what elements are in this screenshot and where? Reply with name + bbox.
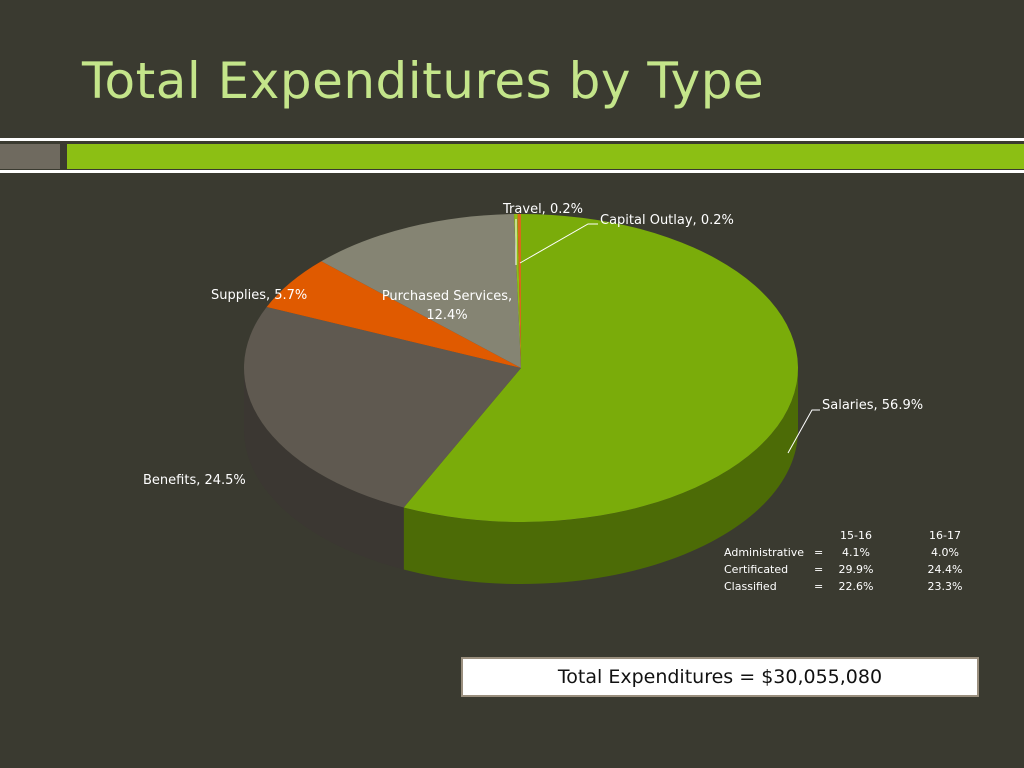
leader-line-salaries bbox=[787, 409, 820, 454]
table-row: Certificated = 29.9% 24.4% bbox=[724, 561, 970, 578]
row-name: Administrative bbox=[724, 546, 805, 559]
pie-labels: Travel, 0.2% Capital Outlay, 0.2% Suppli… bbox=[143, 202, 923, 488]
slice-label-purchased-services: Purchased Services, bbox=[382, 289, 512, 304]
total-expenditures-box: Total Expenditures = $30,055,080 bbox=[461, 657, 979, 697]
row-equals: = bbox=[814, 563, 824, 576]
pie-tops bbox=[243, 214, 799, 523]
pie-side-benefits bbox=[244, 368, 404, 570]
leader-line-capital-outlay bbox=[519, 223, 598, 264]
row-value-15-16: 22.6% bbox=[838, 580, 874, 593]
row-equals: = bbox=[814, 546, 824, 559]
pie-slice-benefits bbox=[243, 307, 521, 508]
table-row: Administrative = 4.1% 4.0% bbox=[724, 544, 970, 561]
classification-table: 15-16 16-17 Administrative = 4.1% 4.0% C… bbox=[724, 527, 970, 595]
slice-label-benefits: Benefits, 24.5% bbox=[143, 473, 246, 488]
title-rule-top bbox=[0, 138, 1024, 141]
row-value-16-17: 23.3% bbox=[927, 580, 963, 593]
total-expenditures-text: Total Expenditures = $30,055,080 bbox=[557, 666, 883, 688]
title-bar-green-band bbox=[67, 144, 1024, 169]
row-value-15-16: 4.1% bbox=[842, 546, 870, 559]
table-header-15-16: 15-16 bbox=[840, 529, 872, 542]
slice-label-travel: Travel, 0.2% bbox=[502, 202, 583, 217]
table-header-16-17: 16-17 bbox=[929, 529, 961, 542]
row-name: Certificated bbox=[724, 563, 789, 576]
pie-slice-capital-outlay bbox=[517, 214, 521, 368]
title-bar-gray-block bbox=[0, 144, 60, 169]
row-value-16-17: 4.0% bbox=[931, 546, 959, 559]
pie-sides bbox=[244, 368, 798, 584]
title-rule-bottom bbox=[0, 170, 1024, 173]
table-header-row: 15-16 16-17 bbox=[724, 527, 970, 544]
slice-label-purchased-services-pct: 12.4% bbox=[426, 308, 467, 323]
row-value-15-16: 29.9% bbox=[838, 563, 874, 576]
pie-side-salaries bbox=[403, 368, 798, 584]
slice-label-supplies: Supplies, 5.7% bbox=[211, 288, 307, 303]
slice-label-salaries: Salaries, 56.9% bbox=[822, 398, 923, 413]
pie-leader-lines bbox=[515, 219, 820, 454]
row-value-16-17: 24.4% bbox=[927, 563, 963, 576]
pie-slice-supplies bbox=[266, 261, 521, 368]
table-row: Classified = 22.6% 23.3% bbox=[724, 578, 970, 595]
row-name: Classified bbox=[724, 580, 777, 593]
pie-slice-purchased-services bbox=[321, 214, 521, 368]
slice-label-capital-outlay: Capital Outlay, 0.2% bbox=[600, 213, 734, 228]
slide-title: Total Expenditures by Type bbox=[82, 52, 765, 110]
pie-slice-salaries bbox=[403, 214, 799, 523]
row-equals: = bbox=[814, 580, 824, 593]
